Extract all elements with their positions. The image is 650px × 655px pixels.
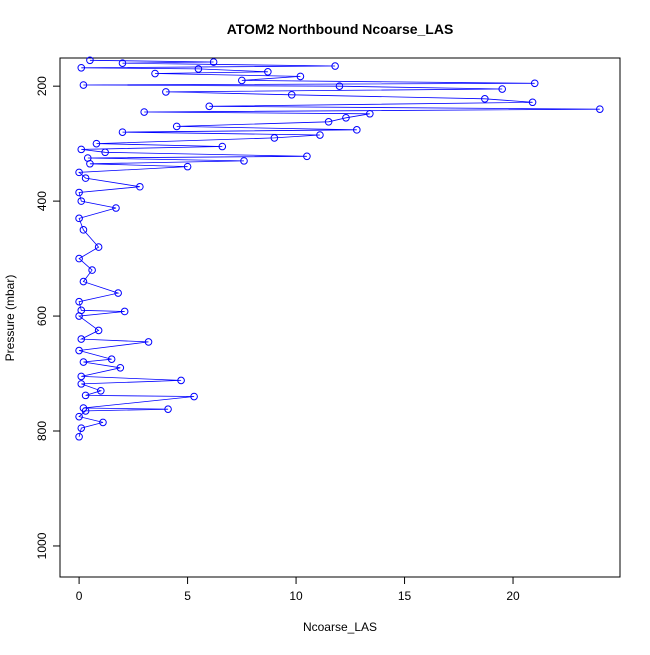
data-point — [81, 174, 90, 182]
data-point — [92, 139, 101, 148]
x-tick-label: 15 — [398, 589, 412, 603]
data-point — [316, 131, 324, 139]
data-point — [77, 380, 86, 388]
data-point — [86, 56, 94, 65]
data-point — [75, 412, 83, 421]
data-point — [107, 355, 116, 363]
data-point — [296, 72, 305, 81]
data-point — [353, 126, 361, 134]
data-point — [331, 62, 339, 70]
x-tick-label: 0 — [76, 589, 83, 603]
data-point — [264, 67, 272, 76]
data-point — [79, 404, 88, 412]
data-point — [94, 243, 103, 251]
data-point — [151, 69, 159, 78]
data-point — [99, 418, 107, 427]
data-point — [77, 335, 86, 343]
data-point — [177, 376, 185, 385]
data-point — [101, 148, 109, 157]
data-point — [75, 214, 83, 223]
data-point — [209, 58, 218, 66]
data-point — [77, 145, 86, 154]
data-point — [118, 59, 127, 67]
data-point — [96, 386, 105, 395]
data-point — [79, 81, 88, 89]
data-point — [164, 405, 172, 413]
x-axis-label: Ncoarse_LAS — [303, 620, 377, 634]
data-point — [120, 307, 129, 316]
data-point — [75, 168, 83, 177]
plot-frame — [59, 57, 621, 578]
data-point — [136, 182, 144, 191]
data-point — [75, 432, 83, 441]
data-point — [498, 85, 506, 93]
data-point — [324, 117, 333, 126]
y-tick-label: 400 — [35, 191, 49, 211]
data-point — [240, 157, 248, 165]
y-tick-label: 200 — [35, 76, 49, 96]
data-point — [335, 82, 344, 90]
data-point — [162, 88, 170, 96]
data-point — [75, 254, 83, 263]
y-axis-label: Pressure (mbar) — [3, 275, 17, 362]
data-point — [118, 128, 127, 136]
data-line — [78, 59, 600, 437]
data-point — [205, 102, 214, 111]
data-point — [303, 152, 311, 161]
data-point — [79, 226, 88, 234]
data-point — [75, 346, 83, 355]
data-point — [77, 424, 86, 432]
data-point — [528, 98, 537, 107]
data-point — [79, 358, 88, 366]
data-point — [366, 109, 374, 118]
data-point — [530, 79, 539, 88]
data-point — [94, 326, 103, 335]
data-point — [81, 391, 90, 400]
data-point — [112, 204, 120, 212]
data-point — [183, 162, 192, 171]
y-tick-label: 800 — [35, 421, 49, 441]
data-point — [238, 76, 246, 85]
chart-title: ATOM2 Northbound Ncoarse_LAS — [227, 21, 454, 37]
x-tick-label: 5 — [184, 589, 191, 603]
data-point — [140, 108, 148, 116]
data-point — [342, 113, 350, 122]
data-point — [83, 154, 92, 162]
data-point — [194, 65, 203, 73]
data-point — [75, 188, 83, 197]
data-point — [218, 142, 227, 151]
x-tick-label: 10 — [289, 589, 303, 603]
data-point — [596, 105, 604, 113]
data-point — [77, 306, 86, 315]
x-tick-label: 20 — [506, 589, 520, 603]
data-point — [75, 297, 83, 306]
data-point — [190, 392, 198, 401]
data-point — [77, 372, 86, 381]
data-point — [287, 90, 296, 99]
data-point — [79, 277, 88, 286]
data-point — [77, 197, 86, 205]
data-point — [116, 363, 125, 372]
data-point — [270, 134, 279, 142]
data-point — [144, 338, 153, 346]
data-point — [172, 122, 181, 131]
data-point — [114, 289, 122, 297]
data-point — [88, 266, 96, 274]
data-point — [77, 63, 86, 72]
y-tick-label: 1000 — [35, 532, 49, 559]
y-tick-label: 600 — [35, 306, 49, 326]
data-point — [481, 95, 489, 103]
